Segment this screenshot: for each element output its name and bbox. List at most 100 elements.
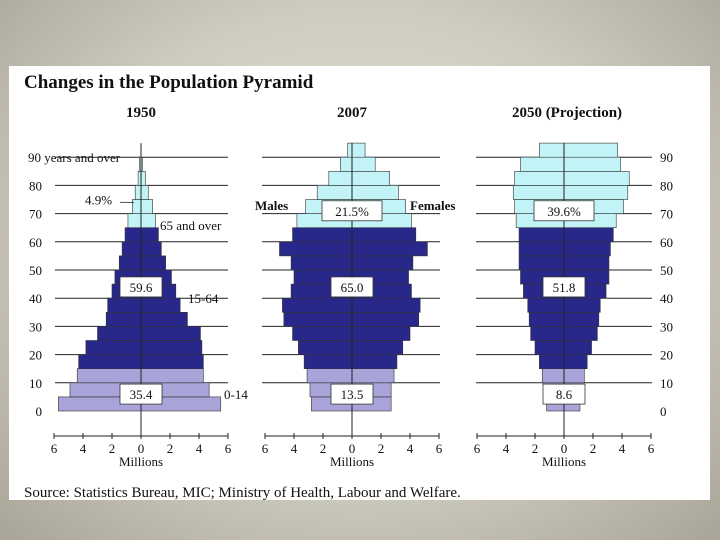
bar-male [303,354,353,370]
bar-female [563,297,601,313]
bar-male [316,185,353,200]
y-tick-label-right: 70 [660,207,673,222]
x-tick-label: 2 [109,441,116,456]
bar-female [140,311,188,327]
bar-female [351,156,376,172]
panel-2 [476,142,652,439]
bar-male [105,311,142,327]
bar-male [539,354,565,370]
bar-female [563,255,610,271]
x-tick-label: 2 [590,441,597,456]
y-tick-label-left: 30 [29,319,42,334]
y-tick-label-left: 40 [29,291,42,306]
bar-male [298,340,353,355]
percent-label: 21.5% [335,204,369,219]
x-tick-label: 0 [349,441,356,456]
x-tick-label: 6 [648,441,655,456]
bar-male [518,227,565,243]
x-tick-label: 6 [262,441,269,456]
bar-male [539,142,565,158]
x-tick-label: 2 [320,441,327,456]
bar-male [306,368,353,384]
bar-female [563,142,618,158]
bar-male [134,185,142,200]
x-tick-label: 6 [474,441,481,456]
bar-female [351,241,428,257]
bar-female [140,340,203,355]
bar-male [514,171,565,186]
x-tick-label: 4 [619,441,626,456]
bar-male [283,311,353,327]
y-tick-label-left: 50 [29,263,42,278]
bar-female [140,326,201,341]
y-tick-label-left: 90 years and over [28,150,121,165]
y-tick-label-right: 10 [660,376,673,391]
x-tick-label: 2 [167,441,174,456]
bar-female [563,326,598,341]
x-tick-label: 4 [291,441,298,456]
y-tick-label-left: 80 [29,178,42,193]
bar-female [351,326,411,341]
percent-label: 39.6% [547,204,581,219]
source-note: Source: Statistics Bureau, MIC; Ministry… [24,485,461,501]
panel-2007-label: 2007 [337,105,368,121]
percent-box [542,383,586,405]
annotation-65-and-over: 65 and over [160,218,222,233]
bar-male [124,227,142,243]
chart-title: Changes in the Population Pyramid [24,72,314,93]
bar-female [351,340,404,355]
panel-0 [53,143,229,439]
x-tick-label: 4 [407,441,414,456]
bar-male [541,368,565,384]
bar-female [563,241,611,257]
x-tick-label: 2 [378,441,385,456]
bar-male [97,326,142,341]
percent-box [330,276,374,298]
annotation-15-64: 15-64 [188,291,219,306]
annotation-0-14: 0-14 [224,387,248,402]
bar-female [140,297,181,313]
x-axis-label: Millions [119,454,163,469]
x-tick-label: 2 [532,441,539,456]
percent-label: 65.0 [341,280,364,295]
y-tick-label-right: 0 [660,404,667,419]
bar-male [279,241,353,257]
bar-male [518,241,565,257]
bar-female [563,354,588,370]
y-tick-label-left: 60 [29,235,42,250]
x-tick-label: 4 [80,441,87,456]
bar-male [292,227,353,243]
percent-label: 59.6 [130,280,153,295]
bar-female [140,213,156,229]
bar-male [292,326,353,341]
bar-male [78,354,142,370]
bar-male [121,241,142,257]
bar-male [534,340,565,355]
percent-box [533,200,595,222]
bar-male [518,255,565,271]
bar-male [528,311,565,327]
bar-female [351,297,421,313]
bar-male [118,255,142,271]
bar-female [140,255,166,271]
bar-male [85,340,142,355]
percent-label: 8.6 [556,387,573,402]
bar-male [512,185,565,200]
bar-male [127,213,142,229]
x-tick-label: 4 [503,441,510,456]
annotation-65plus-pct: 4.9% [85,193,112,208]
y-tick-label-left: 10 [29,376,42,391]
panel-1950-label: 1950 [126,105,156,121]
bar-female [563,368,585,384]
percent-box [330,383,374,405]
bar-female [351,311,419,327]
bar-female [140,241,162,257]
percent-label: 51.8 [553,280,576,295]
percent-box [321,200,383,222]
bar-female [563,185,629,200]
bar-female [351,142,366,158]
percent-label: 13.5 [341,387,364,402]
bar-male [340,156,353,172]
bar-female [351,354,398,370]
x-tick-label: 0 [138,441,145,456]
